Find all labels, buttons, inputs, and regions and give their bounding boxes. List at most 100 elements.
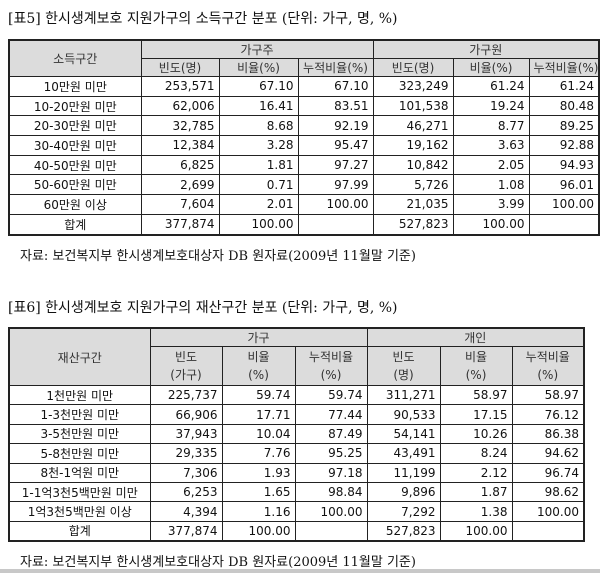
row-label: 3-5천만원 미만 [8,423,151,445]
table6-source: 자료: 보건복지부 한시생계보호대상자 DB 원자료(2009년 11월말 기준… [20,555,416,570]
table-cell: 97.18 [294,462,368,483]
table-cell: 100.00 [439,520,513,542]
table-cell: 377,874 [140,213,220,236]
table-cell: 58.97 [511,384,585,406]
table-cell: 21,035 [372,194,454,215]
table-cell: 2.01 [218,194,299,215]
table-cell: 1.38 [439,501,513,522]
table-cell: 98.84 [294,481,368,503]
table-cell: 96.74 [511,462,585,483]
table-cell: 46,271 [372,115,454,137]
table-cell: 5,726 [372,174,454,196]
table-row: 합계 377,874 100.00 527,823 100.00 [8,520,585,542]
row-header: 소득구간 [8,39,142,77]
table-cell: 2,699 [140,174,220,196]
table-cell: 58.97 [439,384,513,406]
table-cell: 59.74 [221,384,296,406]
table-cell: 10,842 [372,154,454,176]
table-cell: 94.93 [528,154,600,176]
table-cell: 61.24 [528,76,600,97]
table-cell: 0.71 [218,174,299,196]
column-header: 비율(%) [221,346,296,386]
row-label: 8천-1억원 미만 [8,462,151,483]
table-cell: 19,162 [372,135,454,156]
table-cell: 100.00 [218,213,299,236]
table-cell: 100.00 [297,194,374,215]
table-cell: 527,823 [372,213,454,236]
row-label: 60만원 이상 [8,194,142,215]
column-header: 누적비율(%) [528,58,600,77]
table-cell: 67.10 [297,76,374,97]
table-cell: 61.24 [452,76,530,97]
row-label: 합계 [8,213,142,236]
table-cell: 98.62 [511,481,585,503]
table-cell: 2.05 [452,154,530,176]
row-label: 10-20만원 미만 [8,95,142,117]
group-header: 가구주 [140,39,374,59]
table-cell: 90,533 [366,404,441,425]
column-header: 빈도 (명) [366,346,441,386]
page-divider [0,569,600,573]
table-cell: 6,253 [149,481,223,503]
column-header-unit: (%) [465,368,487,382]
table-cell: 96.01 [528,174,600,196]
row-label: 20-30만원 미만 [8,115,142,137]
row-label: 10만원 미만 [8,76,142,97]
table-cell: 3.99 [452,194,530,215]
column-header-line: 비율 [247,350,270,364]
table-row: 60만원 이상 7,604 2.01 100.00 21,035 3.99 100.00 [8,194,600,215]
table-row: 5-8천만원 미만 29,335 7.76 95.25 43,491 8.24 94.62 [8,443,585,464]
column-header-line: 빈도 [174,350,198,364]
row-label: 1천만원 미만 [8,384,151,406]
table-cell: 527,823 [366,520,441,542]
row-label: 1억3천5백만원 이상 [8,501,151,522]
table-row: 1천만원 미만 225,737 59.74 59.74 311,271 58.97 58.9… [8,384,585,406]
table-cell: 59.74 [294,384,368,406]
table-row: 30-40만원 미만 12,384 3.28 95.47 19,162 3.63 92.88 [8,135,600,156]
table-cell: 8.24 [439,443,513,464]
table-cell: 225,737 [149,384,223,406]
table-row: 50-60만원 미만 2,699 0.71 97.99 5,726 1.08 96.01 [8,174,600,196]
column-header-line: 누적비율 [308,350,354,364]
row-label: 40-50만원 미만 [8,154,142,176]
table-cell: 1.08 [452,174,530,196]
table-cell: 100.00 [528,194,600,215]
table-cell: 8.77 [452,115,530,137]
row-label: 합계 [8,520,151,542]
table-row: 1-3천만원 미만 66,906 17.71 77.44 90,533 17.15 76.1… [8,404,585,425]
table-cell [294,520,368,542]
table-row: 3-5천만원 미만 37,943 10.04 87.49 54,141 10.26 86.3… [8,423,585,445]
table-row: 8천-1억원 미만 7,306 1.93 97.18 11,199 2.12 96.74 [8,462,585,483]
table-cell: 1.93 [221,462,296,483]
table-cell: 87.49 [294,423,368,445]
table-cell: 3.63 [452,135,530,156]
table-cell: 17.71 [221,404,296,425]
table-cell: 12,384 [140,135,220,156]
table-cell: 37,943 [149,423,223,445]
table-cell: 8.68 [218,115,299,137]
group-header: 가구원 [372,39,600,59]
table-cell: 43,491 [366,443,441,464]
table-cell: 97.27 [297,154,374,176]
column-header: 비율(%) [218,58,299,77]
table-cell: 32,785 [140,115,220,137]
row-label: 50-60만원 미만 [8,174,142,196]
table-cell: 6,825 [140,154,220,176]
table-cell: 62,006 [140,95,220,117]
group-header: 가구 [149,327,368,347]
table-cell: 377,874 [149,520,223,542]
column-header-unit: (가구) [170,368,202,382]
table-cell: 100.00 [294,501,368,522]
table-cell: 89.25 [528,115,600,137]
table5-title: [표5] 한시생계보호 지원가구의 소득구간 분포 (단위: 가구, 명, %) [8,11,398,27]
table-cell: 1.16 [221,501,296,522]
table-cell: 311,271 [366,384,441,406]
table-cell: 92.88 [528,135,600,156]
table-cell: 1.81 [218,154,299,176]
table-cell: 10.26 [439,423,513,445]
table-row: 1억3천5백만원 이상 4,394 1.16 100.00 7,292 1.38 100.0… [8,501,585,522]
table-cell: 86.38 [511,423,585,445]
table-cell: 95.47 [297,135,374,156]
column-header-line: 빈도 [392,350,415,364]
table-cell: 67.10 [218,76,299,97]
